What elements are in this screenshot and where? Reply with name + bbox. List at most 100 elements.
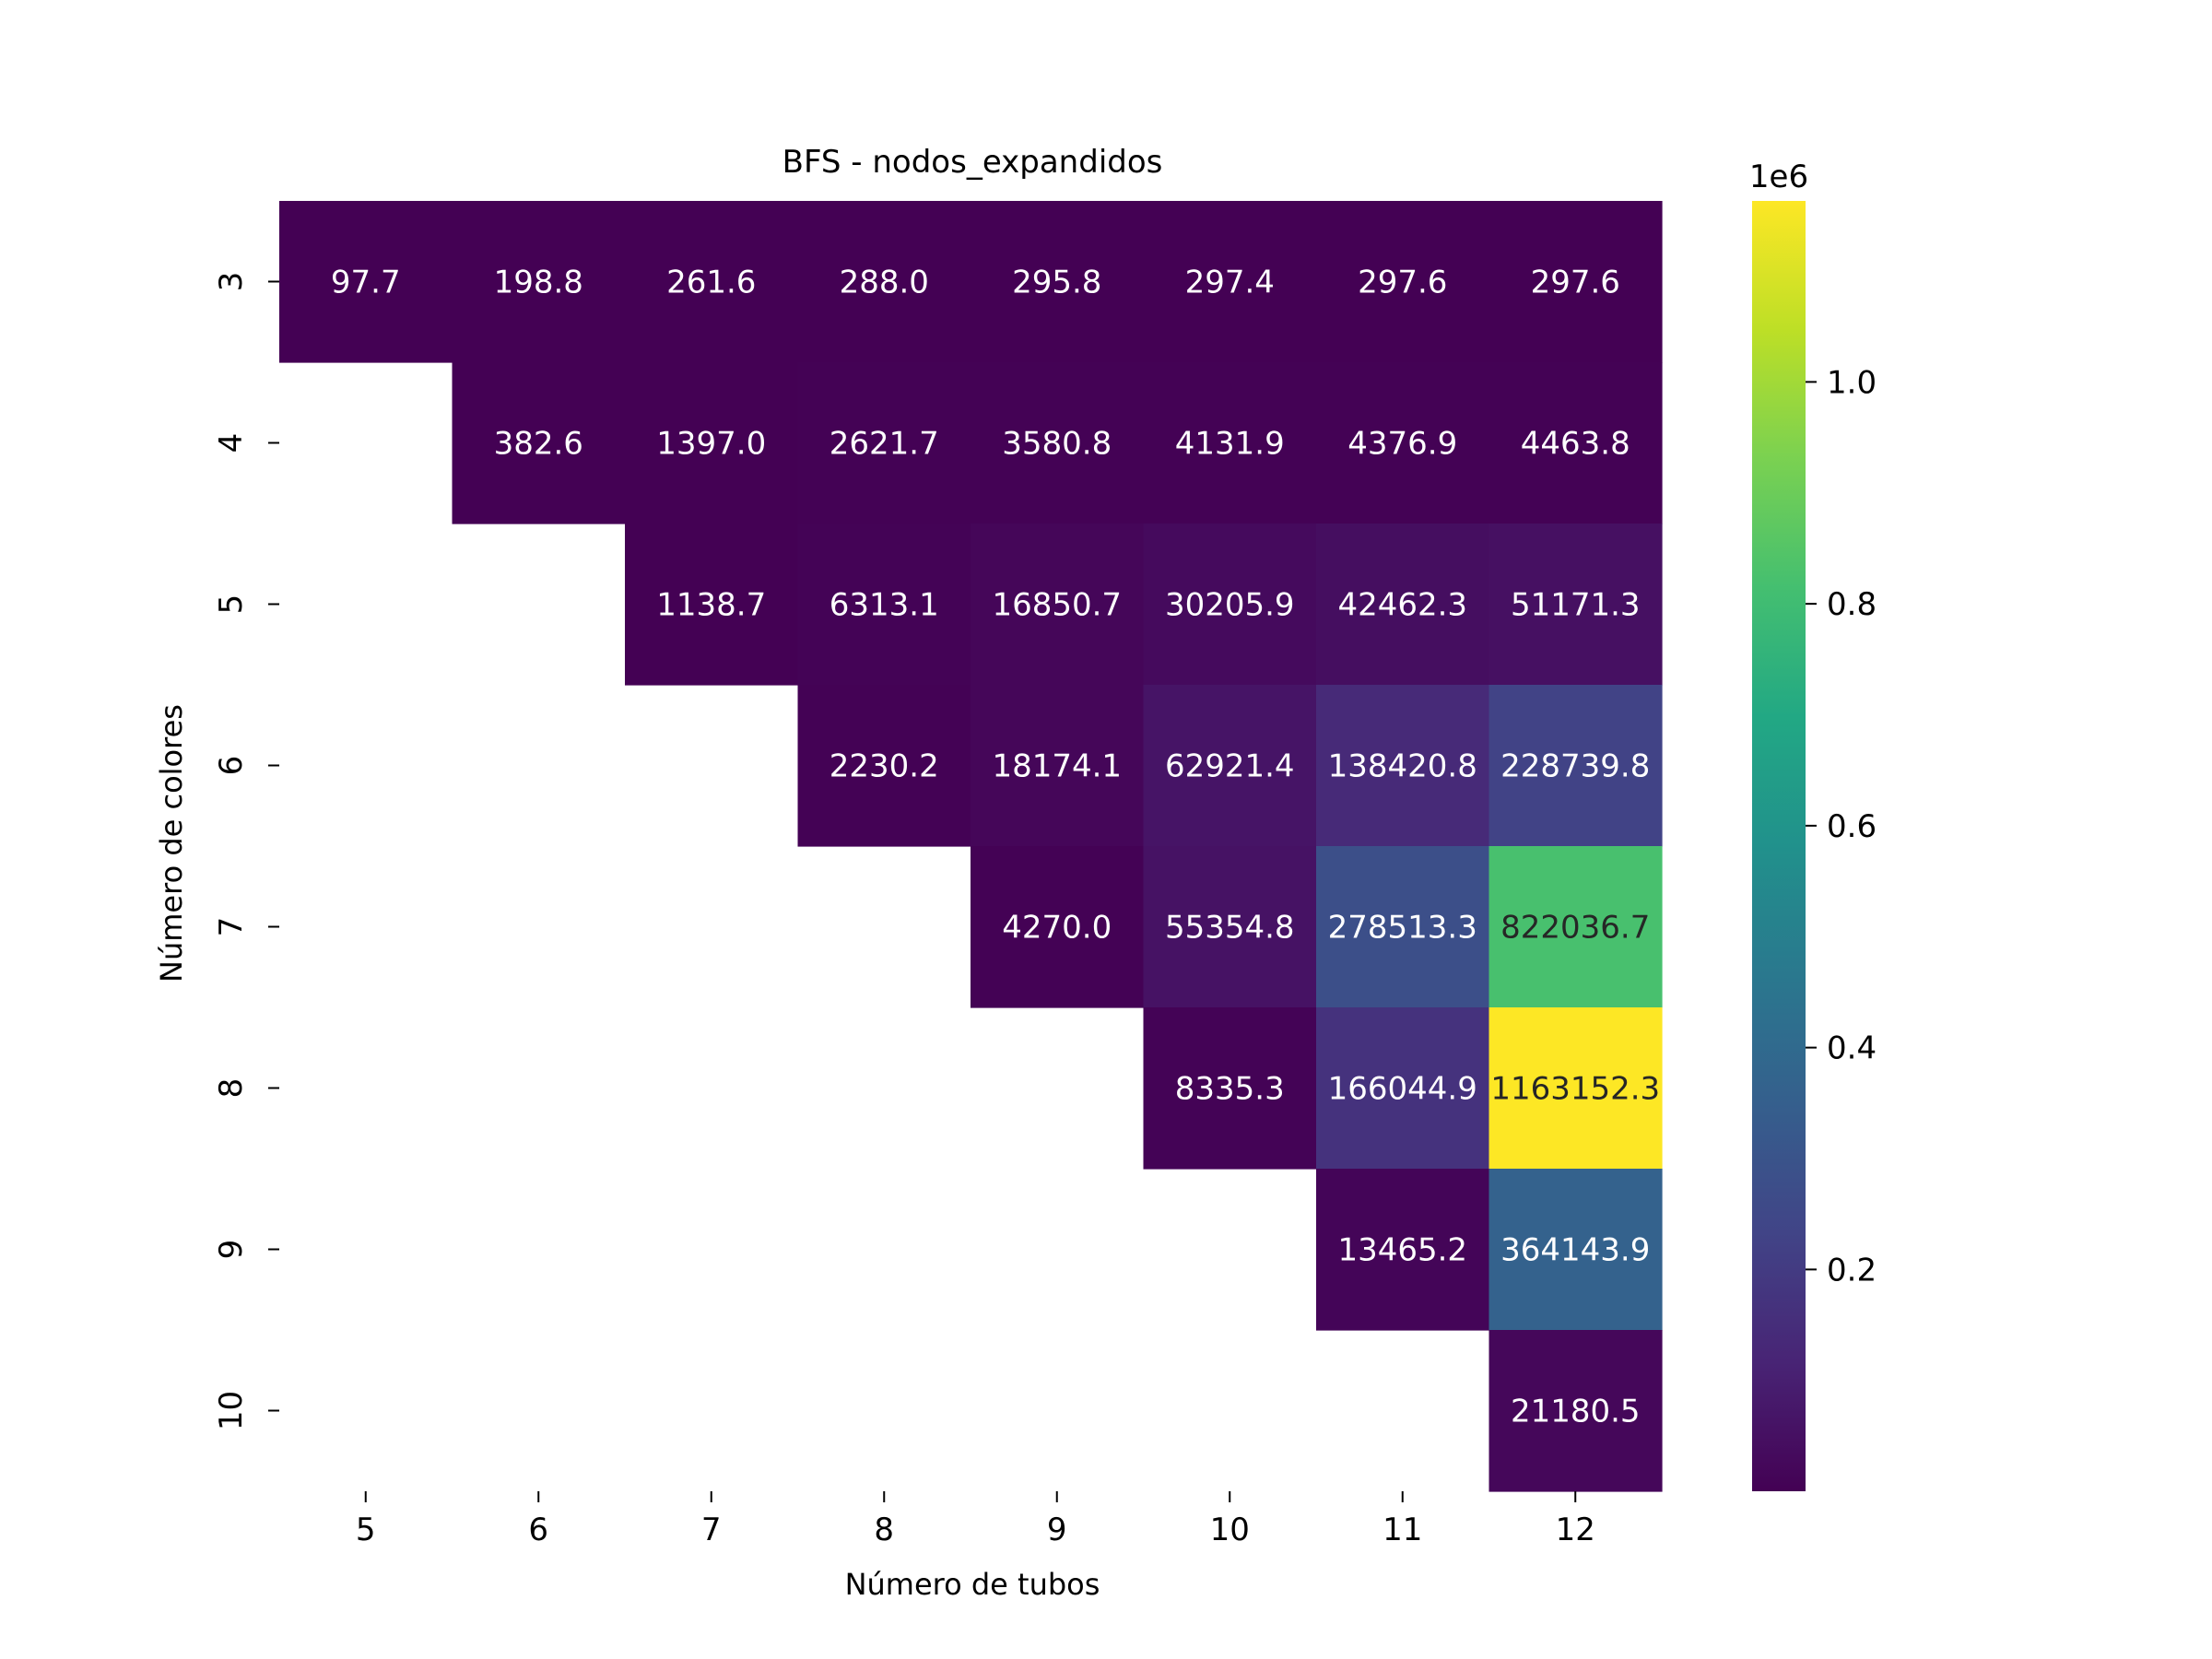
x-tick-label: 12 xyxy=(1556,1512,1595,1548)
cell-value-label: 42462.3 xyxy=(1337,587,1467,624)
y-tick-label: 8 xyxy=(213,1078,250,1099)
x-tick-label: 5 xyxy=(356,1512,376,1548)
y-tick-label: 3 xyxy=(213,272,250,292)
cell-value-label: 228739.8 xyxy=(1500,748,1650,785)
heatmap-cell xyxy=(1488,201,1663,363)
cell-value-label: 166044.9 xyxy=(1328,1071,1477,1108)
heatmap-cell xyxy=(1488,1169,1663,1331)
cell-value-label: 1163152.3 xyxy=(1490,1071,1660,1108)
heatmap-cell xyxy=(1488,524,1663,686)
heatmap-cell xyxy=(971,362,1145,524)
cell-value-label: 97.7 xyxy=(331,265,401,301)
heatmap-cell xyxy=(1488,685,1663,847)
x-tick-label: 7 xyxy=(701,1512,722,1548)
cell-value-label: 8335.3 xyxy=(1175,1071,1285,1108)
heatmap-cell xyxy=(1316,685,1490,847)
heatmap-cell xyxy=(797,362,971,524)
colorbar-tick-label: 0.6 xyxy=(1827,808,1877,845)
cell-value-label: 278513.3 xyxy=(1328,910,1477,947)
chart-title: BFS - nodos_expandidos xyxy=(782,144,1163,181)
cell-value-label: 261.6 xyxy=(666,265,756,301)
y-tick-label: 10 xyxy=(213,1391,250,1430)
cell-value-label: 295.8 xyxy=(1012,265,1101,301)
colorbar-tick-label: 0.4 xyxy=(1827,1030,1877,1067)
cell-value-label: 1397.0 xyxy=(656,426,766,463)
cell-value-label: 62921.4 xyxy=(1165,748,1295,785)
heatmap-cell xyxy=(1316,846,1490,1008)
cell-value-label: 297.6 xyxy=(1531,265,1620,301)
heatmap-cell xyxy=(625,362,799,524)
heatmap-cell xyxy=(1488,362,1663,524)
heatmap-cell xyxy=(1488,846,1663,1008)
heatmap-cell xyxy=(1143,201,1317,363)
heatmap-cell xyxy=(1143,685,1317,847)
heatmap-cell xyxy=(625,524,799,686)
cell-value-label: 1138.7 xyxy=(656,587,766,624)
cell-value-label: 30205.9 xyxy=(1165,587,1295,624)
cell-value-label: 18174.1 xyxy=(992,748,1122,785)
cell-value-label: 21180.5 xyxy=(1511,1394,1641,1430)
cell-value-label: 3580.8 xyxy=(1002,426,1112,463)
heatmap-cell xyxy=(625,201,799,363)
colorbar-tick-label: 0.8 xyxy=(1827,586,1877,623)
heatmap-cells: 97.7 198.8 261.6 288.0 295.8 297.4 297.6 297.6 3… xyxy=(279,201,1663,1492)
cell-value-label: 4270.0 xyxy=(1002,910,1112,947)
cell-value-label: 2621.7 xyxy=(830,426,939,463)
cell-value-label: 16850.7 xyxy=(992,587,1122,624)
y-tick-label: 4 xyxy=(213,433,250,453)
cell-value-label: 4376.9 xyxy=(1347,426,1457,463)
heatmap-cell xyxy=(452,201,626,363)
y-tick-label: 7 xyxy=(213,917,250,937)
colorbar-tick-label: 0.2 xyxy=(1827,1252,1877,1288)
x-tick-label: 11 xyxy=(1382,1512,1422,1548)
heatmap-cell xyxy=(1488,1330,1663,1492)
cell-value-label: 2230.2 xyxy=(830,748,939,785)
heatmap-cell xyxy=(1316,1007,1490,1170)
cell-value-label: 364143.9 xyxy=(1500,1232,1650,1269)
heatmap-cell xyxy=(971,685,1145,847)
heatmap-cell xyxy=(452,362,626,524)
heatmap-cell xyxy=(1488,1007,1663,1170)
y-tick-label: 5 xyxy=(213,594,250,615)
heatmap-cell xyxy=(797,201,971,363)
heatmap-cell xyxy=(971,524,1145,686)
heatmap-cell xyxy=(1316,524,1490,686)
heatmap-cell xyxy=(1143,846,1317,1008)
cell-value-label: 297.6 xyxy=(1358,265,1447,301)
heatmap-cell xyxy=(1143,362,1317,524)
heatmap-cell xyxy=(1143,524,1317,686)
y-tick-label: 6 xyxy=(213,756,250,776)
cell-value-label: 138420.8 xyxy=(1328,748,1477,785)
x-tick-label: 6 xyxy=(528,1512,548,1548)
x-tick-label: 8 xyxy=(874,1512,894,1548)
cell-value-label: 822036.7 xyxy=(1500,910,1650,947)
colorbar-gradient xyxy=(1752,201,1806,1491)
y-axis: 3 4 5 6 7 8 9 10 xyxy=(213,272,279,1430)
y-tick-label: 9 xyxy=(213,1240,250,1260)
cell-value-label: 382.6 xyxy=(494,426,583,463)
x-axis: 5 6 7 8 9 10 11 12 xyxy=(356,1491,1595,1548)
x-tick-label: 10 xyxy=(1210,1512,1250,1548)
cell-value-label: 51171.3 xyxy=(1511,587,1641,624)
y-axis-label: Número de colores xyxy=(154,704,189,982)
heatmap-cell xyxy=(797,524,971,686)
heatmap-cell xyxy=(1143,1007,1317,1170)
colorbar-tick-label: 1.0 xyxy=(1827,364,1877,401)
x-tick-label: 9 xyxy=(1047,1512,1067,1548)
cell-value-label: 297.4 xyxy=(1185,265,1275,301)
x-axis-label: Número de tubos xyxy=(845,1567,1100,1602)
heatmap-cell xyxy=(971,846,1145,1008)
cell-value-label: 4131.9 xyxy=(1175,426,1285,463)
cell-value-label: 55354.8 xyxy=(1165,910,1295,947)
heatmap-cell xyxy=(1316,201,1490,363)
cell-value-label: 4463.8 xyxy=(1521,426,1630,463)
cell-value-label: 198.8 xyxy=(494,265,583,301)
heatmap-cell xyxy=(279,201,453,363)
colorbar-multiplier-label: 1e6 xyxy=(1749,159,1808,195)
cell-value-label: 6313.1 xyxy=(830,587,939,624)
cell-value-label: 13465.2 xyxy=(1337,1232,1467,1269)
heatmap-cell xyxy=(971,201,1145,363)
colorbar: 0.2 0.4 0.6 0.8 1.0 1e6 xyxy=(1749,159,1877,1491)
cell-value-label: 288.0 xyxy=(840,265,929,301)
